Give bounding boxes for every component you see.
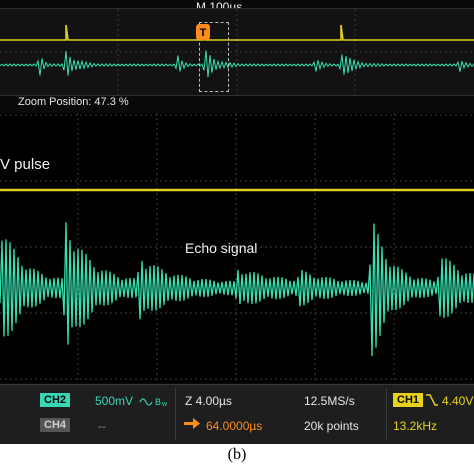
overview-gridlines [0, 9, 474, 95]
ch2-badge[interactable]: CH2 [40, 393, 71, 407]
record-length[interactable]: 20k points [304, 419, 359, 433]
ch4-badge[interactable]: CH4 [40, 418, 71, 432]
svg-text:T: T [200, 27, 207, 39]
ch1-trigger-source-badge[interactable]: CH1 [393, 393, 424, 407]
pulse-label: V pulse [0, 156, 51, 173]
svg-text:w: w [161, 401, 168, 408]
ac-coupling-bandwidth-icon: B w [139, 397, 168, 408]
ch2-scale[interactable]: 500mV [95, 394, 134, 408]
zoom-window-box[interactable] [199, 22, 229, 92]
status-divider [175, 388, 176, 440]
figure-caption: (b) [227, 446, 247, 463]
ch4-scale: -- [98, 419, 106, 433]
trigger-t-marker-icon[interactable]: T [196, 24, 210, 40]
zoom-position-readout: Zoom Position: 47.3 % [18, 96, 129, 108]
svg-text:B: B [155, 397, 161, 407]
overview-waveform-panel[interactable] [0, 8, 474, 96]
main-graticule [0, 113, 474, 383]
oscilloscope-screen: M 100µs T Zoom Position: 47.3 % [0, 0, 474, 444]
sample-rate: 12.5MS/s [304, 394, 355, 408]
delay-value[interactable]: 64.0000µs [206, 419, 263, 433]
trigger-frequency: 13.2kHz [393, 419, 438, 433]
overview-ch1-trace [0, 24, 474, 41]
status-divider [386, 388, 387, 440]
overview-ch2-trace [0, 50, 474, 78]
zoomed-waveform-display[interactable] [0, 113, 474, 383]
ch2-echo-trace [0, 222, 474, 357]
zoom-scale[interactable]: Z 4.00µs [185, 394, 232, 408]
falling-edge-icon [426, 394, 438, 406]
echo-signal-label: Echo signal [185, 240, 258, 256]
trigger-level[interactable]: 4.40V [442, 394, 474, 408]
horizontal-delay-arrow-icon [184, 418, 200, 429]
